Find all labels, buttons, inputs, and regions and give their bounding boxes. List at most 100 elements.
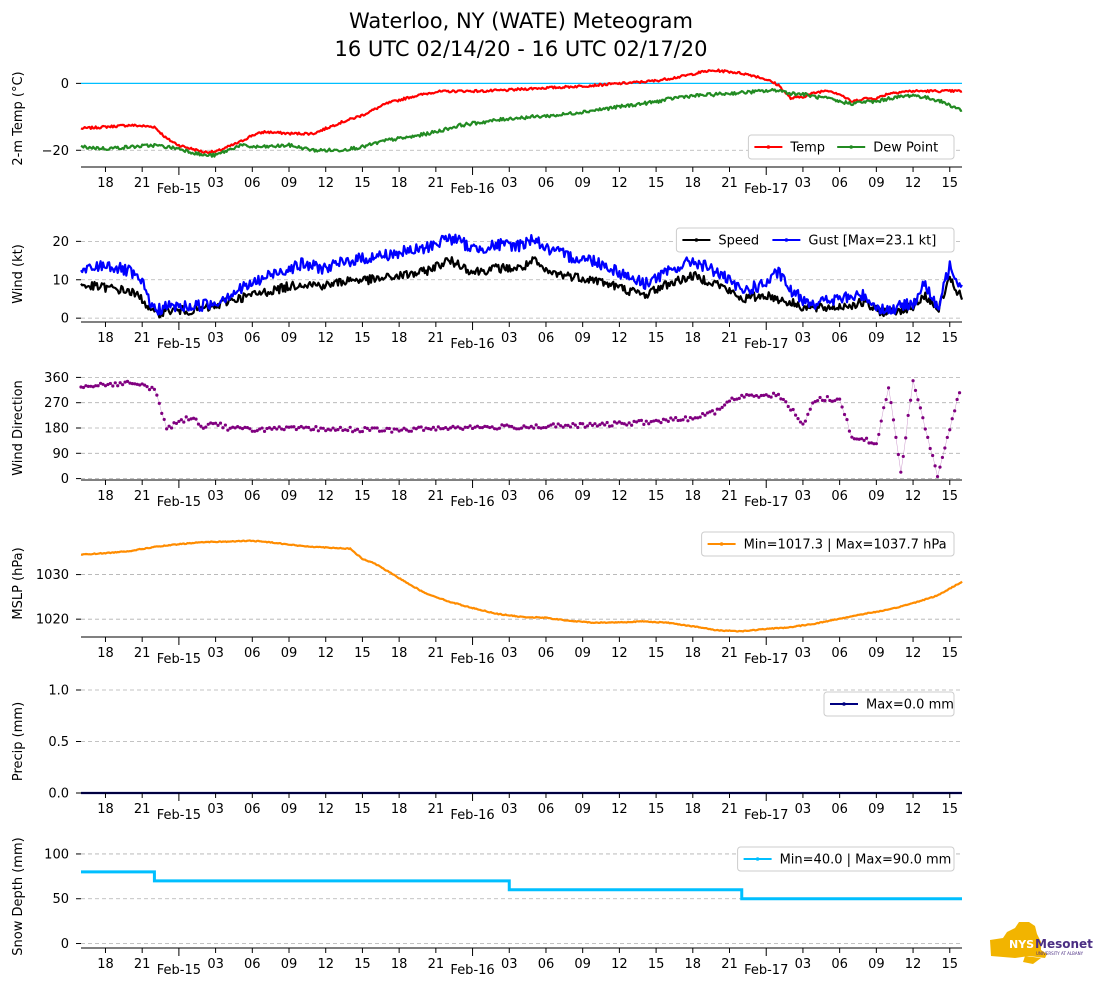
x-tick-label-precip: 09 <box>868 802 885 817</box>
direction-point <box>833 399 837 403</box>
x-tick-label-mslp: 12 <box>905 646 922 661</box>
x-tick-label-mslp: 21 <box>134 646 151 661</box>
x-tick-label-temp: 18 <box>97 176 114 191</box>
direction-point <box>906 413 910 418</box>
direction-point <box>935 474 940 479</box>
direction-point <box>769 395 773 399</box>
direction-point <box>461 427 465 431</box>
direction-point <box>818 395 822 400</box>
legend-marker-wind <box>694 238 699 242</box>
direction-point <box>891 418 896 422</box>
x-tick-label-snow: 06 <box>831 957 848 972</box>
direction-point <box>111 384 115 388</box>
direction-point <box>182 420 186 424</box>
direction-point <box>708 410 712 414</box>
x-tick-label-wind: 06 <box>831 331 848 346</box>
direction-point <box>720 405 724 409</box>
x-tick-label-mslp: 03 <box>207 646 224 661</box>
direction-point <box>228 426 232 430</box>
x-tick-label-dir: 09 <box>574 489 591 504</box>
direction-point <box>209 421 213 425</box>
x-day-label-precip: Feb-16 <box>450 808 494 823</box>
legend-box-mslp <box>701 531 955 557</box>
x-tick-label-dir: 09 <box>281 489 298 504</box>
y-tick-label-snow: 0 <box>61 937 69 952</box>
direction-point <box>608 424 612 428</box>
direction-point <box>500 423 504 427</box>
direction-point <box>316 429 320 433</box>
direction-point <box>492 427 497 431</box>
direction-point <box>265 426 269 431</box>
direction-point <box>331 426 335 430</box>
x-tick-label-mslp: 15 <box>648 646 665 661</box>
direction-point <box>698 415 702 419</box>
direction-point <box>784 400 788 404</box>
direction-point <box>571 421 575 426</box>
direction-point <box>143 383 147 387</box>
direction-point <box>128 381 132 385</box>
x-tick-label-dir: 03 <box>795 489 812 504</box>
direction-point <box>309 428 313 432</box>
chart-title-line1: Waterloo, NY (WATE) Meteogram <box>349 9 693 33</box>
direction-point <box>752 394 756 398</box>
direction-point <box>277 425 281 429</box>
series-mslp-0 <box>80 539 963 633</box>
legend-snow: Min=40.0 | Max=90.0 mm <box>737 846 955 872</box>
direction-point <box>422 428 426 432</box>
direction-point <box>529 424 533 428</box>
x-tick-label-snow: 09 <box>868 957 885 972</box>
x-tick-label-dir: 09 <box>868 489 885 504</box>
direction-point <box>373 426 377 430</box>
direction-point <box>532 426 536 430</box>
direction-point <box>644 419 648 423</box>
legend-box-precip <box>823 691 955 717</box>
x-tick-label-temp: 18 <box>391 176 408 191</box>
x-day-label-snow: Feb-17 <box>744 963 788 978</box>
y-axis-label-wind: Wind (kt) <box>11 244 26 304</box>
direction-point <box>329 428 333 432</box>
direction-point <box>554 425 558 429</box>
direction-point <box>412 426 416 430</box>
direction-point <box>789 408 793 412</box>
direction-point <box>453 426 458 430</box>
direction-point <box>199 424 203 428</box>
direction-point <box>923 427 927 431</box>
direction-point <box>429 427 433 431</box>
y-tick-label-precip: 0.0 <box>48 787 69 802</box>
direction-point <box>223 423 227 427</box>
direction-point <box>918 406 922 410</box>
direction-point <box>233 426 237 430</box>
direction-point <box>835 397 839 401</box>
direction-point <box>855 437 859 441</box>
direction-point <box>563 423 568 427</box>
direction-point <box>363 425 367 430</box>
direction-point <box>125 379 130 383</box>
direction-point <box>913 388 918 393</box>
direction-point <box>676 418 680 423</box>
direction-point <box>757 395 761 399</box>
direction-point <box>426 426 431 431</box>
direction-point <box>581 422 585 426</box>
panel-mslp: 1020 1030 MSLP (hPa) 18 21 03 06 09 12 15 18 21 03 06… <box>11 531 963 667</box>
x-tick-label-mslp: 06 <box>538 646 555 661</box>
x-tick-label-snow: 15 <box>648 957 665 972</box>
x-tick-label-snow: 21 <box>721 957 738 972</box>
direction-point <box>495 427 499 431</box>
legend-temp: Temp Dew Point <box>747 134 955 160</box>
direction-point <box>864 436 869 440</box>
x-day-label-temp: Feb-17 <box>744 182 788 197</box>
direction-point <box>681 418 685 422</box>
direction-point <box>725 400 729 404</box>
direction-point <box>324 429 328 433</box>
direction-point <box>671 418 675 422</box>
x-tick-label-mslp: 12 <box>317 646 334 661</box>
direction-point <box>475 424 480 428</box>
x-tick-label-wind: 06 <box>538 331 555 346</box>
x-tick-label-temp: 15 <box>941 176 958 191</box>
x-tick-label-mslp: 03 <box>795 646 812 661</box>
x-tick-label-precip: 03 <box>795 802 812 817</box>
x-tick-label-precip: 06 <box>831 802 848 817</box>
series-temp-0 <box>80 68 963 155</box>
direction-point <box>343 428 347 432</box>
